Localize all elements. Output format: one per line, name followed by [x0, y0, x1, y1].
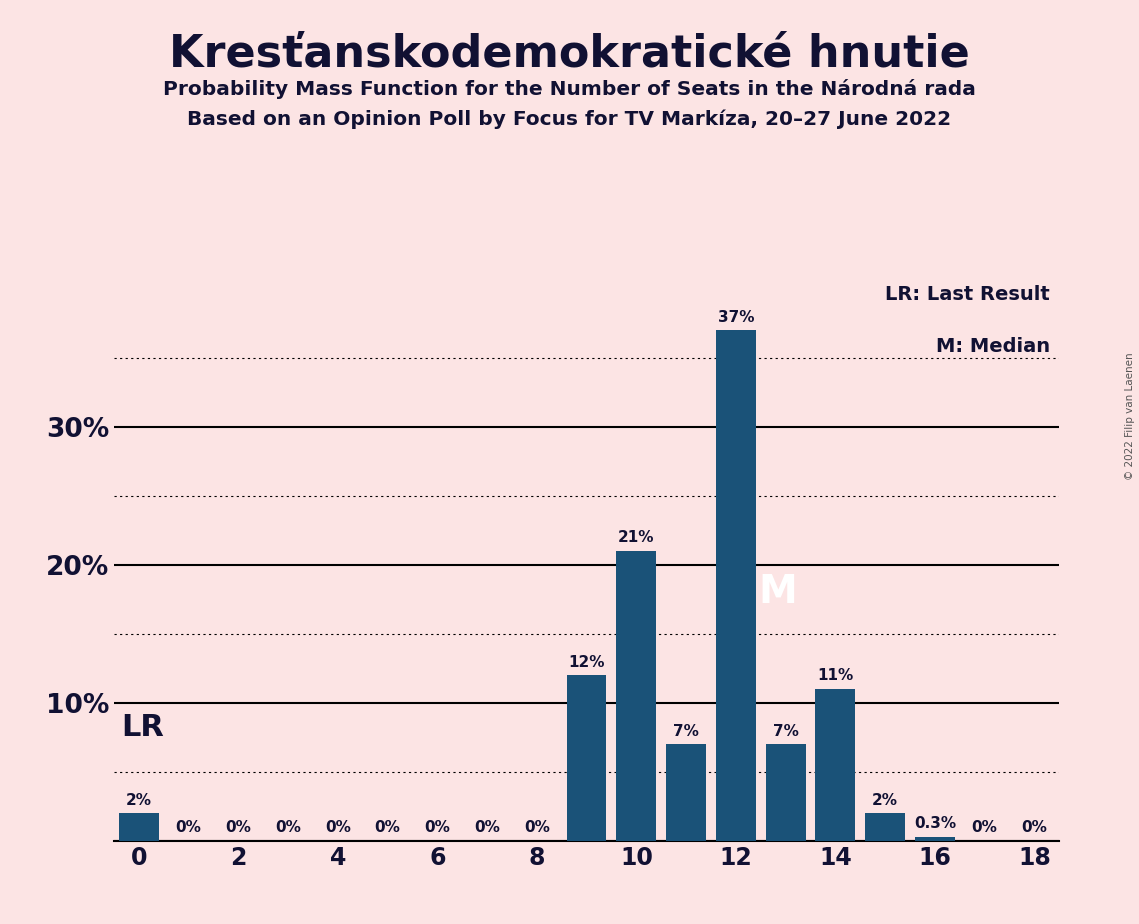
Text: Kresťanskodemokratické hnutie: Kresťanskodemokratické hnutie — [169, 32, 970, 76]
Bar — [716, 330, 756, 841]
Text: 12%: 12% — [568, 655, 605, 670]
Text: M: Median: M: Median — [936, 336, 1050, 356]
Bar — [567, 675, 606, 841]
Bar — [866, 813, 906, 841]
Text: LR: LR — [122, 713, 164, 742]
Text: LR: Last Result: LR: Last Result — [885, 286, 1050, 304]
Text: 21%: 21% — [618, 530, 655, 545]
Text: © 2022 Filip van Laenen: © 2022 Filip van Laenen — [1125, 352, 1134, 480]
Text: 0%: 0% — [425, 821, 450, 835]
Text: 2%: 2% — [125, 793, 151, 808]
Bar — [915, 837, 954, 841]
Text: 37%: 37% — [718, 310, 754, 324]
Text: 0%: 0% — [175, 821, 202, 835]
Text: Probability Mass Function for the Number of Seats in the Národná rada: Probability Mass Function for the Number… — [163, 79, 976, 99]
Bar — [765, 744, 805, 841]
Text: 11%: 11% — [818, 668, 853, 684]
Text: 7%: 7% — [772, 723, 798, 738]
Text: 0%: 0% — [972, 821, 998, 835]
Bar — [816, 689, 855, 841]
Text: 0%: 0% — [276, 821, 301, 835]
Text: 2%: 2% — [872, 793, 899, 808]
Text: 0.3%: 0.3% — [913, 816, 956, 832]
Text: 0%: 0% — [325, 821, 351, 835]
Text: M: M — [759, 574, 797, 612]
Text: Based on an Opinion Poll by Focus for TV Markíza, 20–27 June 2022: Based on an Opinion Poll by Focus for TV… — [188, 109, 951, 128]
Bar — [118, 813, 158, 841]
Text: 0%: 0% — [474, 821, 500, 835]
Text: 0%: 0% — [524, 821, 550, 835]
Text: 0%: 0% — [226, 821, 252, 835]
Bar — [666, 744, 706, 841]
Text: 0%: 0% — [1022, 821, 1048, 835]
Text: 7%: 7% — [673, 723, 699, 738]
Text: 0%: 0% — [375, 821, 401, 835]
Bar — [616, 551, 656, 841]
